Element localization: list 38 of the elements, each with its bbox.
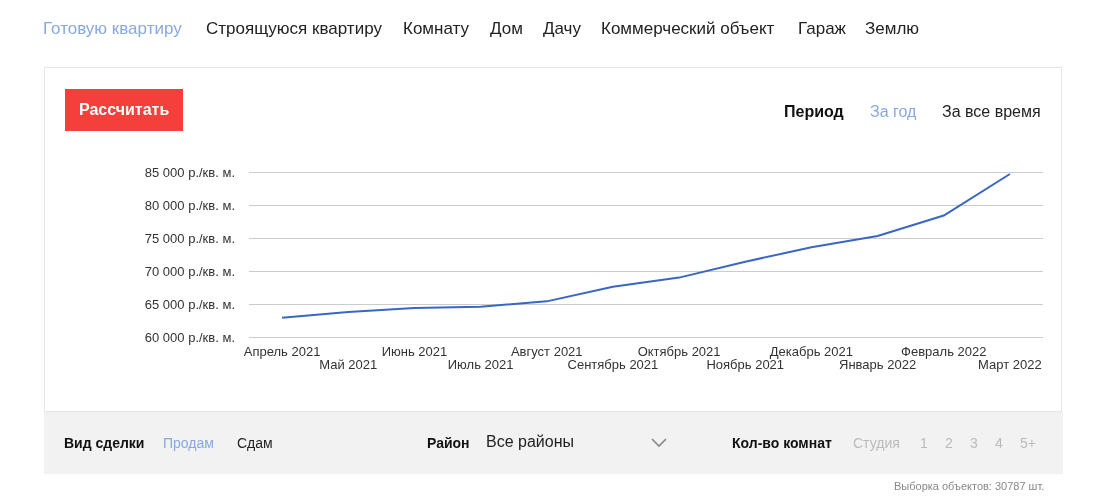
- y-tick-label: 85 000 р./кв. м.: [144, 164, 235, 180]
- x-tick-label: Январь 2022: [839, 357, 917, 372]
- text: Готовую квартиру: [43, 19, 182, 39]
- text: Гараж: [798, 19, 846, 39]
- x-tick-label: Июнь 2021: [381, 344, 448, 359]
- x-tick-label: Август 2021: [510, 344, 583, 359]
- text: Рассчитать: [79, 101, 170, 119]
- text: За все время: [942, 103, 1041, 121]
- x-tick-label: Декабрь 2021: [769, 344, 854, 359]
- x-tick-label: Май 2021: [319, 357, 378, 372]
- text: Сдам: [237, 435, 273, 451]
- y-tick-label: 60 000 р./кв. м.: [144, 329, 235, 345]
- x-tick-label: Март 2022: [978, 357, 1042, 372]
- x-tick-label: Июль 2021: [447, 357, 514, 372]
- x-tick-label: Февраль 2022: [901, 344, 987, 359]
- line-series: [281, 172, 1011, 319]
- text: Вид сделки: [64, 435, 145, 451]
- text: Район: [427, 435, 470, 451]
- x-tick-label: Апрель 2021: [243, 344, 321, 359]
- text: Землю: [865, 19, 920, 39]
- text: Все районы: [486, 433, 574, 451]
- x-tick-label: Ноябрь 2021: [706, 357, 785, 372]
- text: Дом: [490, 19, 523, 39]
- y-tick-label: 75 000 р./кв. м.: [144, 230, 235, 246]
- y-tick-label: 70 000 р./кв. м.: [144, 263, 235, 279]
- text: Дачу: [543, 19, 581, 39]
- y-tick-label: 65 000 р./кв. м.: [144, 296, 235, 312]
- text: Период: [784, 103, 844, 121]
- x-tick-label: Сентябрь 2021: [567, 357, 659, 372]
- text: Продам: [163, 435, 214, 451]
- y-tick-label: 80 000 р./кв. м.: [144, 197, 235, 213]
- text: За год: [870, 103, 917, 121]
- text: Кол-во комнат: [732, 435, 832, 451]
- text: Комнату: [403, 19, 469, 39]
- text: Строящуюся квартиру: [206, 19, 382, 39]
- text: Коммерческий объект: [601, 19, 775, 39]
- x-tick-label: Октябрь 2021: [637, 344, 721, 359]
- text: Выборка объектов: 30787 шт.: [894, 480, 1045, 492]
